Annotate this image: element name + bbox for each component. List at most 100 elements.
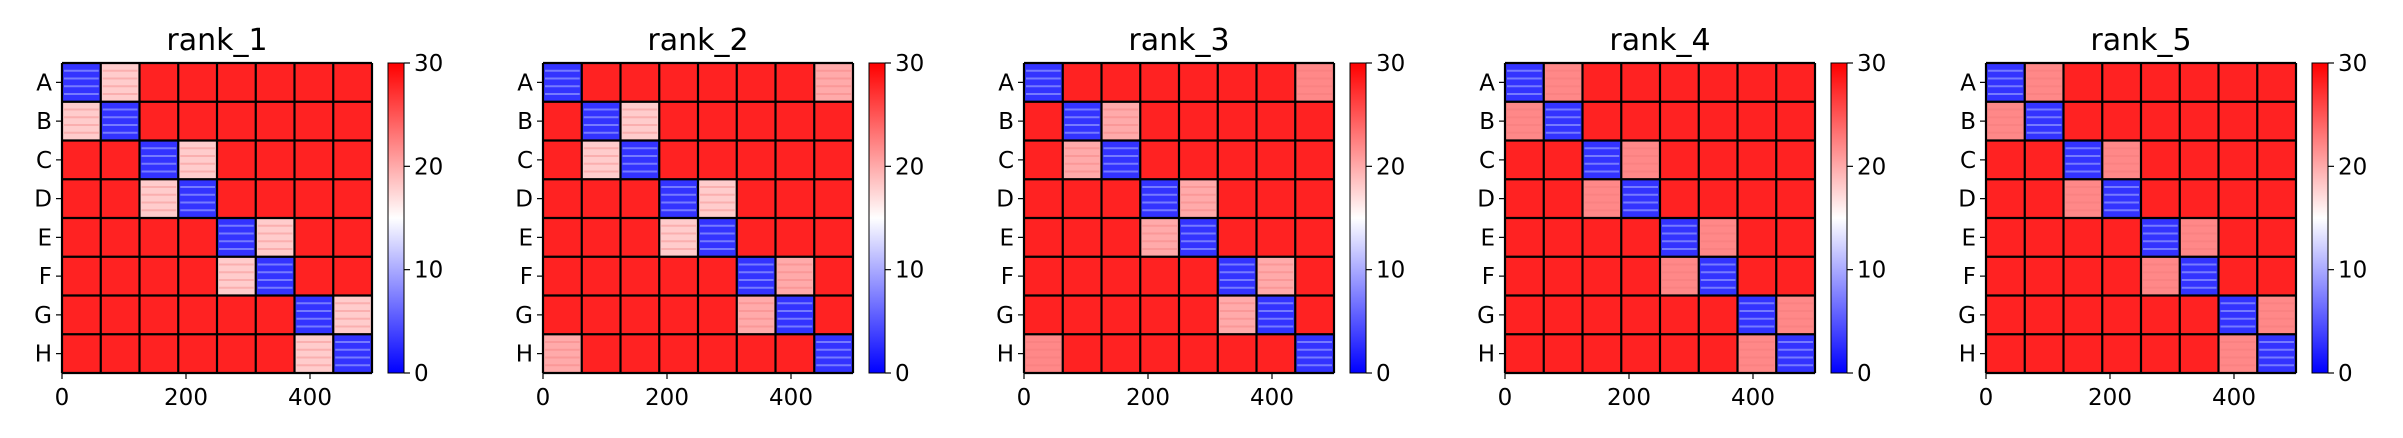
- heatmap-cell: [2218, 101, 2258, 141]
- heatmap-cell: [139, 334, 179, 374]
- heatmap-cell: [100, 140, 140, 180]
- heatmap-cell: [294, 295, 334, 335]
- heatmap-cell: [698, 256, 738, 296]
- heatmap-cell: [2024, 334, 2064, 374]
- heatmap-cell: [543, 63, 583, 103]
- heatmap-cell: [659, 295, 699, 335]
- heatmap-cell: [1543, 140, 1583, 180]
- heatmap-cell: [1217, 101, 1257, 141]
- heatmap-cell: [1698, 63, 1738, 103]
- heatmap-cell: [1140, 140, 1180, 180]
- heatmap-cell: [1256, 256, 1296, 296]
- heatmap-cell: [2102, 140, 2142, 180]
- heatmap-cell: [2141, 179, 2181, 219]
- heatmap-cell: [1101, 218, 1141, 258]
- heatmap-cell: [178, 63, 218, 103]
- heatmap-cell: [333, 140, 373, 180]
- heatmap-cell: [139, 218, 179, 258]
- heatmap-cell: [217, 140, 257, 180]
- heatmap-cell: [294, 101, 334, 141]
- heatmap-cell: [217, 256, 257, 296]
- heatmap-cell: [2218, 179, 2258, 219]
- heatmap-cell: [543, 179, 583, 219]
- y-tick-label: H: [997, 342, 1014, 368]
- y-tick-label: A: [1960, 70, 1976, 96]
- heatmap-cell: [2218, 295, 2258, 335]
- heatmap-cell: [1582, 295, 1622, 335]
- x-tick-label: 400: [2212, 385, 2256, 411]
- heatmap-cell: [2257, 218, 2297, 258]
- x-tick-label: 400: [288, 385, 332, 411]
- heatmap-cell: [2102, 334, 2142, 374]
- x-tick-label: 0: [1498, 385, 1513, 411]
- heatmap-cell: [1776, 63, 1816, 103]
- heatmap-cell: [2257, 295, 2297, 335]
- heatmap-cell: [255, 140, 295, 180]
- heatmap-cell: [2063, 63, 2103, 103]
- heatmap-cell: [2141, 295, 2181, 335]
- heatmap-cell: [2257, 334, 2297, 374]
- chart-title: rank_3: [1128, 23, 1229, 58]
- colorbar-tick-label: 30: [1376, 51, 1405, 77]
- heatmap: [541, 61, 855, 375]
- heatmap-cell: [1179, 101, 1219, 141]
- heatmap-cell: [100, 295, 140, 335]
- heatmap-cell: [620, 63, 660, 103]
- heatmap-cell: [1256, 101, 1296, 141]
- heatmap-cell: [814, 63, 854, 103]
- heatmap-cell: [581, 218, 621, 258]
- heatmap-cell: [2218, 334, 2258, 374]
- heatmap-cell: [1217, 256, 1257, 296]
- heatmap-cell: [659, 334, 699, 374]
- x-tick-label: 200: [2088, 385, 2132, 411]
- heatmap-cell: [581, 101, 621, 141]
- heatmap-cell: [775, 295, 815, 335]
- heatmap-cell: [1505, 334, 1545, 374]
- heatmap-cell: [581, 179, 621, 219]
- heatmap-cell: [1217, 140, 1257, 180]
- heatmap-cell: [217, 179, 257, 219]
- y-tick-label: C: [36, 148, 52, 174]
- x-tick-label: 0: [1017, 385, 1032, 411]
- heatmap-cell: [2063, 101, 2103, 141]
- heatmap-cell: [62, 179, 102, 219]
- heatmap-cell: [814, 140, 854, 180]
- y-tick-label: H: [1959, 342, 1976, 368]
- heatmap: [1022, 61, 1336, 375]
- heatmap-cell: [775, 218, 815, 258]
- heatmap-cell: [659, 63, 699, 103]
- heatmap-cell: [1505, 63, 1545, 103]
- heatmap-cell: [1582, 256, 1622, 296]
- heatmap-cell: [1582, 101, 1622, 141]
- colorbar-tick-label: 30: [2338, 51, 2367, 77]
- heatmap-cell: [1140, 179, 1180, 219]
- heatmap-cell: [100, 256, 140, 296]
- heatmap-cell: [543, 295, 583, 335]
- heatmap-cell: [1062, 295, 1102, 335]
- heatmap-cell: [2179, 140, 2219, 180]
- heatmap-cell: [2102, 218, 2142, 258]
- heatmap-cell: [1140, 63, 1180, 103]
- heatmap-cell: [1062, 256, 1102, 296]
- heatmap-cell: [698, 140, 738, 180]
- heatmap-cell: [1101, 101, 1141, 141]
- heatmap-cell: [100, 179, 140, 219]
- heatmap-cell: [814, 295, 854, 335]
- heatmap-cell: [2141, 334, 2181, 374]
- heatmap-cell: [659, 179, 699, 219]
- x-tick-label: 200: [1607, 385, 1651, 411]
- y-tick-label: A: [1479, 70, 1495, 96]
- heatmap-cell: [1179, 295, 1219, 335]
- heatmap-cell: [1062, 140, 1102, 180]
- heatmap-cell: [1776, 101, 1816, 141]
- y-tick-label: E: [518, 225, 533, 251]
- y-tick-label: B: [36, 109, 52, 135]
- heatmap-cell: [1582, 179, 1622, 219]
- y-tick-label: E: [1961, 225, 1976, 251]
- heatmap-cell: [139, 140, 179, 180]
- y-tick-label: F: [39, 264, 52, 290]
- heatmap-cell: [2218, 256, 2258, 296]
- heatmap-cell: [1698, 140, 1738, 180]
- heatmap-cell: [1217, 295, 1257, 335]
